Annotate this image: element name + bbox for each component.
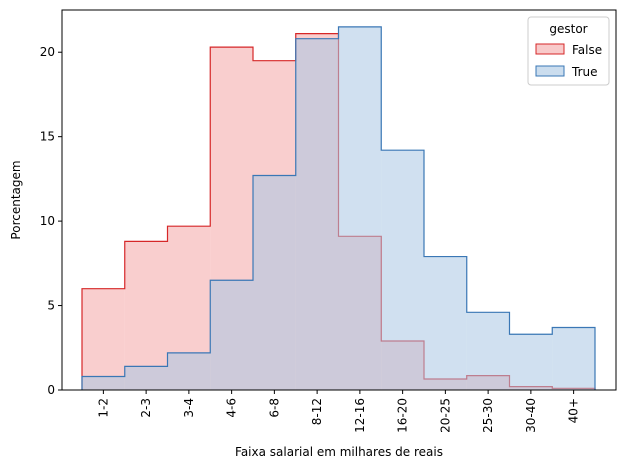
bar-true-20-25 — [424, 256, 467, 390]
step-line-true — [81, 26, 596, 390]
y-tick-label: 0 — [47, 383, 55, 397]
legend: gestor False True — [527, 16, 610, 86]
plot-area-frame — [61, 9, 617, 391]
y-tick-label: 15 — [40, 130, 55, 144]
x-tick-label: 2-3 — [139, 398, 153, 418]
bar-true-30-40 — [509, 334, 553, 390]
bar-false-1-2 — [82, 288, 125, 390]
bar-true-40+ — [552, 327, 595, 390]
bar-true-3-4 — [167, 352, 211, 390]
y-axis-label: Porcentagem — [9, 160, 23, 239]
y-tick-label: 10 — [40, 214, 55, 228]
legend-swatch-false — [535, 43, 565, 55]
x-tick-label: 20-25 — [438, 398, 452, 433]
x-tick-label: 3-4 — [182, 398, 196, 418]
y-tick-label: 5 — [47, 299, 55, 313]
x-tick-label: 6-8 — [267, 398, 281, 418]
bar-true-6-8 — [253, 175, 296, 390]
x-tick-label: 16-20 — [396, 398, 410, 433]
y-tick-label: 20 — [40, 45, 55, 59]
bar-true-1-2 — [82, 376, 125, 390]
x-axis-label: Faixa salarial em milhares de reais — [235, 445, 443, 459]
x-tick-label: 30-40 — [524, 398, 538, 433]
bar-true-16-20 — [381, 150, 424, 390]
legend-items: False True — [535, 43, 602, 79]
legend-label-true: True — [571, 65, 598, 79]
legend-title: gestor — [549, 22, 587, 36]
axes-layer — [61, 9, 617, 391]
series-true — [81, 26, 596, 391]
bar-true-4-6 — [210, 280, 253, 390]
x-tick-label: 12-16 — [353, 398, 367, 433]
x-tick-label: 4-6 — [225, 398, 239, 418]
series-layer — [81, 26, 596, 391]
bar-true-12-16 — [338, 26, 382, 391]
x-tick-label: 25-30 — [481, 398, 495, 433]
legend-label-false: False — [572, 43, 602, 57]
x-tick-label: 1-2 — [96, 398, 110, 418]
x-tick-label: 8-12 — [310, 398, 324, 425]
bar-true-25-30 — [466, 312, 510, 390]
bar-true-8-12 — [295, 38, 339, 390]
bar-false-2-3 — [124, 241, 168, 390]
x-tick-label: 40+ — [567, 398, 581, 423]
ticks-layer: 0 5 10 15 20 1-2 2-3 3-4 4-6 6-8 8-12 12-16 16-20 20-… — [40, 45, 581, 433]
legend-swatch-true — [535, 65, 565, 77]
bar-true-2-3 — [124, 366, 168, 390]
